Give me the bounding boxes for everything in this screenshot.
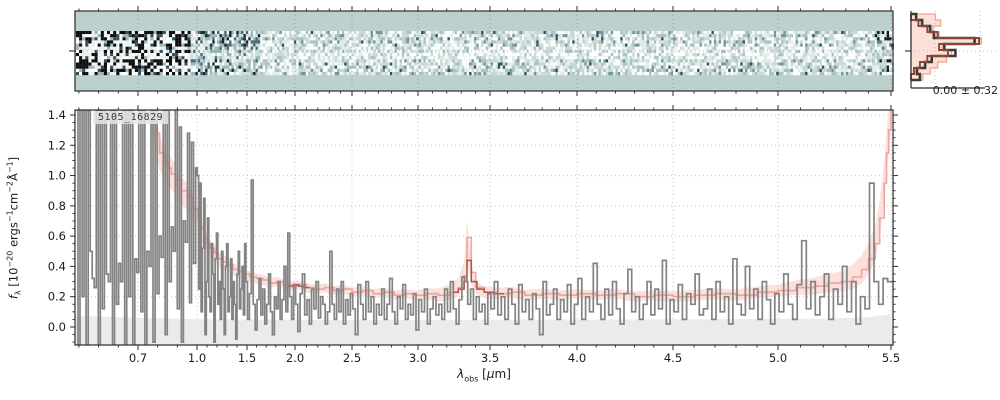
main-y-ticks xyxy=(70,114,898,343)
x-tick-label: 4.5 xyxy=(664,351,682,365)
residual-histogram-panel xyxy=(905,11,996,89)
main-top-ticks xyxy=(78,105,892,110)
lambda-symbol: λ xyxy=(457,367,465,381)
histogram-stat-label: 0.00 ± 0.32 xyxy=(932,84,998,97)
spectrum-1d-panel: 0.7 1.0 1.5 2.0 2.5 3.0 3.5 4.0 4.5 5.0 5.50.00.20… xyxy=(48,105,900,365)
x-tick-label: 0.7 xyxy=(129,351,147,365)
x-label-subscript: obs xyxy=(464,374,479,384)
mu-symbol: μ xyxy=(486,367,495,381)
x-tick-label: 2.0 xyxy=(286,351,304,365)
x-tick-label: 2.5 xyxy=(343,351,361,365)
y-tick-label: 1.2 xyxy=(48,138,66,152)
hist-model-outline xyxy=(910,14,981,80)
panel2d-top-ticks xyxy=(78,6,892,11)
x-tick-label: 3.0 xyxy=(409,351,427,365)
flux-error-band xyxy=(75,314,893,345)
observed-spectrum-line xyxy=(77,110,893,345)
y-axis-label: fλ [10−20 ergs−1cm−2Å−1] xyxy=(5,156,23,300)
x-tick-labels: 0.7 1.0 1.5 2.0 2.5 3.0 3.5 4.0 4.5 5.0 5.5 xyxy=(129,351,900,365)
flux-symbol: f xyxy=(6,295,21,300)
y-tick-label: 0.6 xyxy=(48,229,66,243)
y-tick-label: 0.0 xyxy=(48,320,66,334)
y-tick-label: 1.4 xyxy=(48,108,66,122)
model-spectrum-line xyxy=(154,110,892,298)
source-id-label: 5105_16829 xyxy=(93,111,169,124)
noise-image xyxy=(76,31,894,76)
y-tick-label: 0.8 xyxy=(48,199,66,213)
grid-2d xyxy=(75,11,893,91)
x-tick-label: 5.5 xyxy=(882,351,900,365)
y-label-subscript: λ xyxy=(13,290,23,296)
spectrum-2d-panel xyxy=(69,6,894,96)
spectrum-data-layer xyxy=(75,110,893,345)
x-tick-label: 1.0 xyxy=(188,351,206,365)
x-tick-label: 4.0 xyxy=(568,351,586,365)
x-tick-label: 5.0 xyxy=(769,351,787,365)
y-tick-labels: 0.0 0.2 0.4 0.6 0.8 1.0 1.2 1.4 xyxy=(48,108,66,334)
main-plot-spine xyxy=(74,109,894,346)
y-tick-label: 0.2 xyxy=(48,290,66,304)
x-axis-label: λobs [μm] xyxy=(457,367,511,384)
x-tick-label: 3.5 xyxy=(481,351,499,365)
x-tick-label: 1.5 xyxy=(238,351,256,365)
main-bottom-ticks xyxy=(78,345,892,350)
hist-data-outline xyxy=(911,12,976,82)
model-uncertainty-band xyxy=(149,110,891,302)
y-tick-label: 1.0 xyxy=(48,169,66,183)
panel2d-bottom-ticks xyxy=(78,91,892,96)
y-tick-label: 0.4 xyxy=(48,259,66,273)
